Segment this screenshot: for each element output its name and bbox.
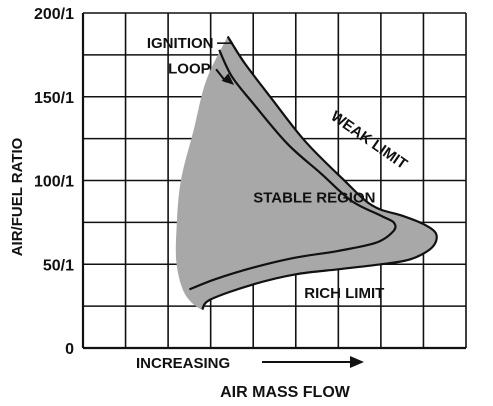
annotation-ignition: IGNITION	[147, 35, 214, 52]
annotation-weak-limit: WEAK LIMIT	[328, 108, 411, 173]
y-tick-label: 0	[65, 341, 74, 358]
ignition-loop-line	[188, 49, 397, 291]
weak-rich-limit-line	[201, 35, 438, 311]
annotation-stable-region: STABLE REGION	[253, 189, 375, 206]
x-direction-arrowhead	[350, 356, 364, 368]
y-tick-label: 150/1	[34, 90, 74, 107]
ignition-loop-arrowhead	[221, 73, 235, 86]
y-tick-label: 200/1	[34, 6, 74, 23]
annotation-rich-limit: RICH LIMIT	[304, 285, 384, 302]
x-axis-label: AIR MASS FLOW	[220, 384, 351, 401]
y-axis-label: AIR/FUEL RATIO	[9, 137, 26, 256]
series-lines	[188, 35, 438, 311]
y-tick-label: 50/1	[43, 257, 74, 274]
y-tick-label: 100/1	[34, 174, 74, 191]
x-direction-label: INCREASING	[136, 355, 230, 372]
stable-region-fill	[175, 36, 437, 310]
annotation-loop: LOOP	[168, 60, 211, 77]
y-tick-labels: 0 50/1 100/1 150/1 200/1	[34, 6, 74, 358]
